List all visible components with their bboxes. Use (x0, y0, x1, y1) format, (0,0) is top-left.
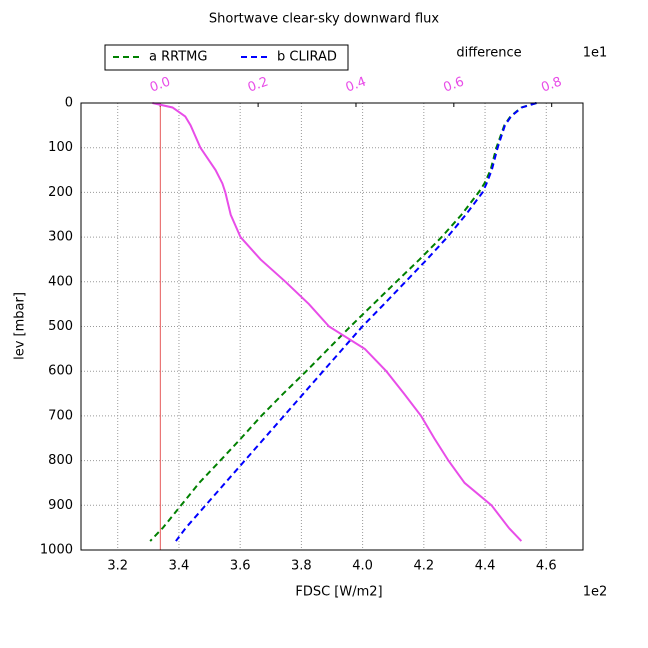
x2-tick-label: 0.6 (442, 74, 467, 95)
legend-label: b CLIRAD (277, 50, 337, 65)
y-tick-label: 600 (48, 364, 73, 379)
y-tick-label: 0 (65, 96, 73, 111)
y-tick-label: 300 (48, 230, 73, 245)
y-tick-label: 1000 (40, 543, 73, 558)
x2-tick-label: 0.0 (148, 74, 173, 95)
y-tick-label: 100 (48, 140, 73, 155)
y-tick-label: 500 (48, 319, 73, 334)
x2-tick-label: 0.2 (246, 74, 271, 95)
legend-label: a RRTMG (149, 50, 207, 65)
y-tick-label: 800 (48, 453, 73, 468)
y-tick-label: 200 (48, 185, 73, 200)
y-tick-label: 900 (48, 498, 73, 513)
x-tick-label: 3.2 (107, 559, 128, 574)
x-tick-label: 3.4 (169, 559, 190, 574)
series-line (152, 102, 523, 542)
x-tick-label: 4.6 (536, 559, 557, 574)
plot-frame (80, 102, 584, 551)
chart-title: Shortwave clear-sky downward flux (209, 12, 440, 27)
x-tick-label: 4.0 (352, 559, 373, 574)
y-tick-label: 700 (48, 408, 73, 423)
x-tick-label: 3.8 (291, 559, 312, 574)
x2-tick-label: 0.8 (539, 74, 564, 95)
series-line (149, 102, 537, 542)
x-tick-label: 3.6 (230, 559, 251, 574)
y-tick-label: 400 (48, 274, 73, 289)
x2-offset-label: 1e1 (583, 46, 608, 61)
x-tick-label: 4.4 (475, 559, 496, 574)
series-line (175, 102, 537, 542)
x-tick-label: 4.2 (413, 559, 434, 574)
x2-tick-label: 0.4 (344, 74, 369, 95)
x2-axis-label: difference (456, 46, 521, 61)
y-axis-label: lev [mbar] (13, 292, 28, 360)
legend-box (104, 44, 349, 71)
x-offset-label: 1e2 (583, 585, 608, 600)
x-axis-label: FDSC [W/m2] (295, 585, 382, 600)
